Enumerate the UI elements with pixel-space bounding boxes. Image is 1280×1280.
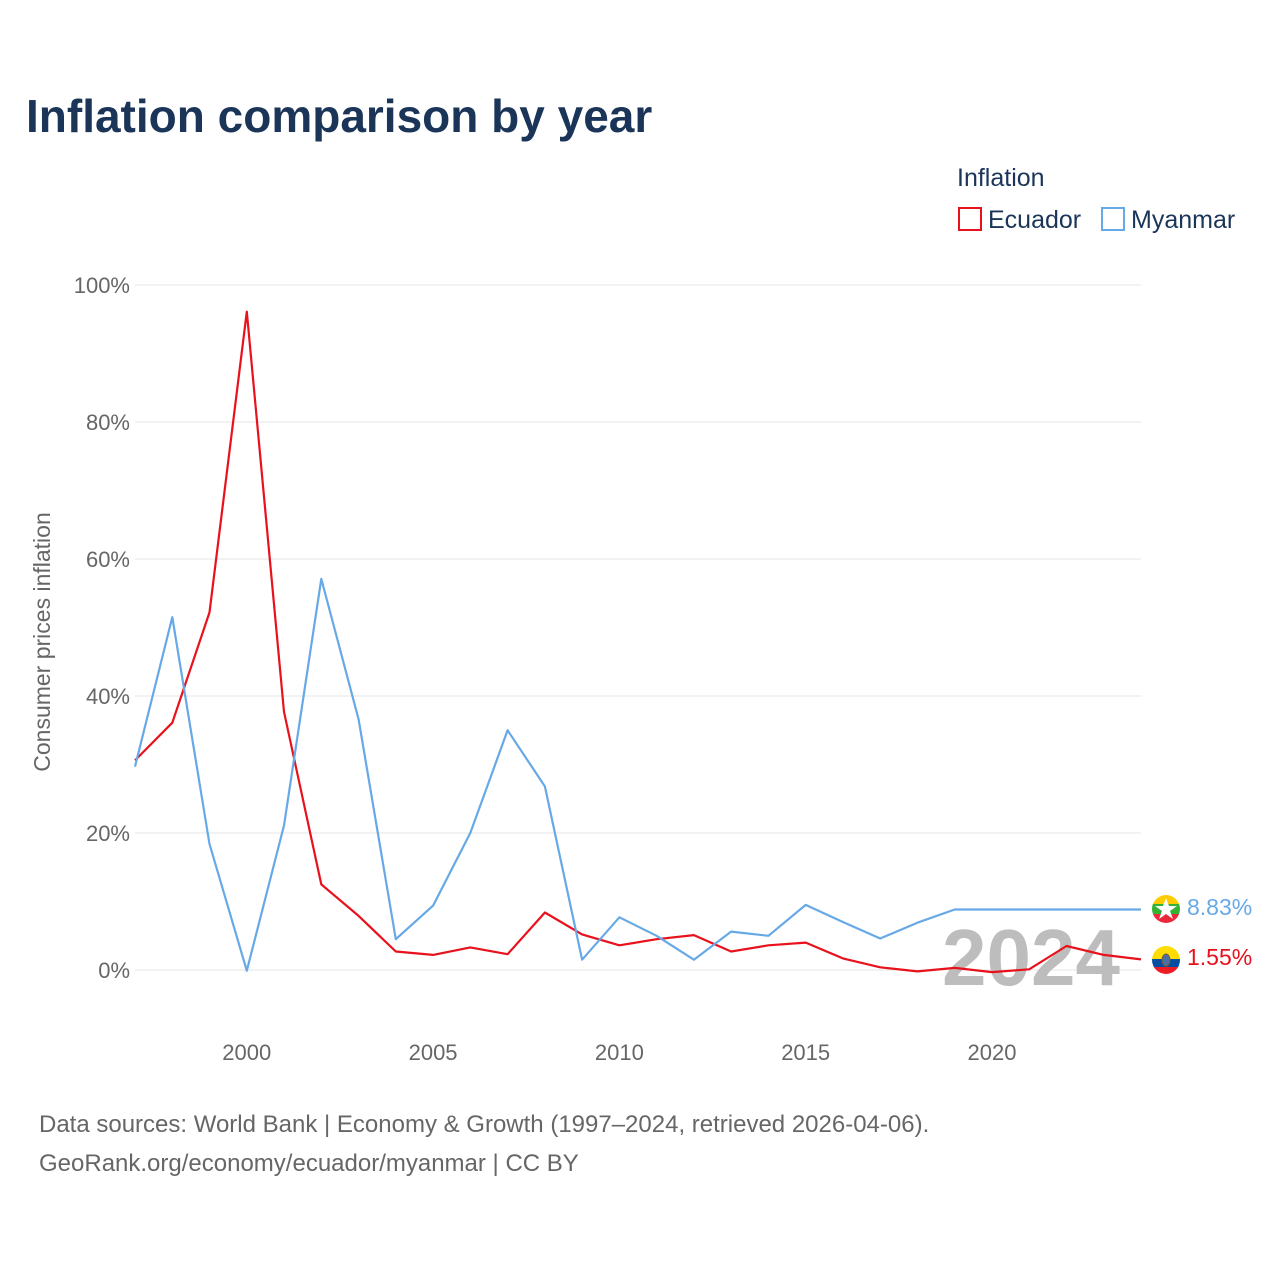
legend-swatch-myanmar[interactable]: [1101, 207, 1125, 231]
x-tick-label: 2015: [781, 1040, 830, 1065]
y-tick-label: 0%: [98, 958, 130, 983]
legend-title: Inflation: [957, 164, 1045, 192]
y-tick-label: 80%: [86, 410, 130, 435]
x-tick-label: 2005: [409, 1040, 458, 1065]
y-tick-label: 40%: [86, 684, 130, 709]
legend-label-myanmar[interactable]: Myanmar: [1131, 206, 1235, 234]
y-tick-label: 100%: [74, 273, 130, 298]
y-axis-ticks: 0% 20% 40% 60% 80% 100%: [74, 273, 130, 983]
source-url-text: GeoRank.org/economy/ecuador/myanmar | CC…: [39, 1150, 579, 1177]
x-axis-ticks: 2000 2005 2010 2015 2020: [222, 1040, 1016, 1065]
grid: [135, 284, 1141, 971]
x-tick-label: 2010: [595, 1040, 644, 1065]
ecuador-end-value: 1.55%: [1187, 944, 1252, 970]
legend: Inflation Ecuador Myanmar: [957, 164, 1235, 234]
legend-label-ecuador[interactable]: Ecuador: [988, 206, 1081, 234]
series-lines: [133, 310, 1142, 974]
myanmar-end-value: 8.83%: [1187, 894, 1252, 920]
ecuador-flag-icon: [1152, 946, 1180, 974]
y-tick-label: 60%: [86, 547, 130, 572]
chart-title: Inflation comparison by year: [26, 90, 652, 142]
current-year-watermark: 2024: [942, 913, 1120, 1002]
y-tick-label: 20%: [86, 821, 130, 846]
data-source-text: Data sources: World Bank | Economy & Gro…: [39, 1111, 929, 1138]
series-line-myanmar[interactable]: [133, 577, 1141, 972]
x-tick-label: 2000: [222, 1040, 271, 1065]
x-tick-label: 2020: [967, 1040, 1016, 1065]
series-line-ecuador[interactable]: [134, 310, 1142, 974]
legend-swatch-ecuador[interactable]: [958, 207, 982, 231]
myanmar-flag-icon: [1152, 895, 1180, 923]
y-axis-label: Consumer prices inflation: [29, 512, 55, 772]
